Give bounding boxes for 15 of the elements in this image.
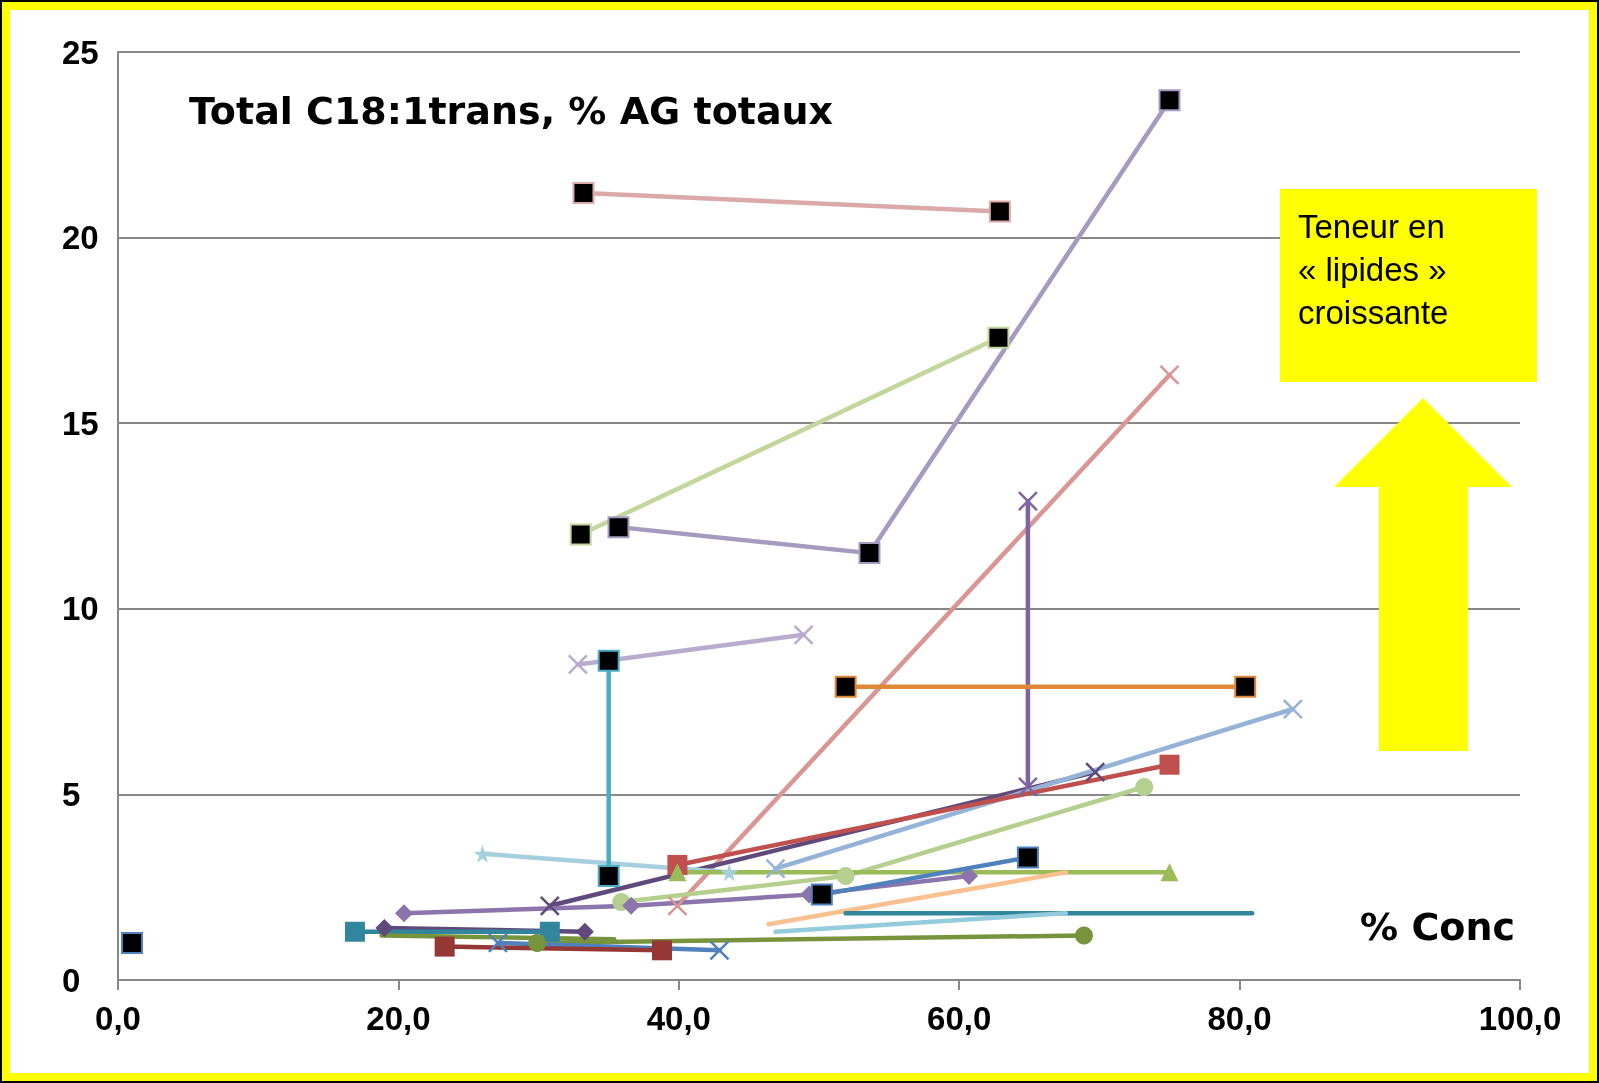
x-tick-label: 20,0: [366, 1000, 431, 1037]
text: Total C18:1trans, % AG totaux: [189, 89, 834, 133]
x-tick-label: 40,0: [646, 1000, 711, 1037]
y-tick-label: 10: [62, 590, 99, 628]
note-box: Teneur en « lipides » croissante: [1280, 189, 1537, 382]
y-tick-label: 5: [62, 775, 81, 813]
x-tick-label: 0,0: [95, 1000, 141, 1037]
x-tick-label: 100,0: [1478, 1000, 1562, 1037]
y-tick-label: 15: [62, 404, 99, 442]
x-tick-label: 80,0: [1207, 1000, 1272, 1037]
y-tick-label: 25: [62, 33, 99, 71]
y-tick-label: 0: [62, 961, 81, 999]
x-tick-label: 60,0: [927, 1000, 992, 1037]
y-tick-label: 20: [62, 219, 99, 257]
x-axis-title: % Conc: [1360, 905, 1516, 949]
